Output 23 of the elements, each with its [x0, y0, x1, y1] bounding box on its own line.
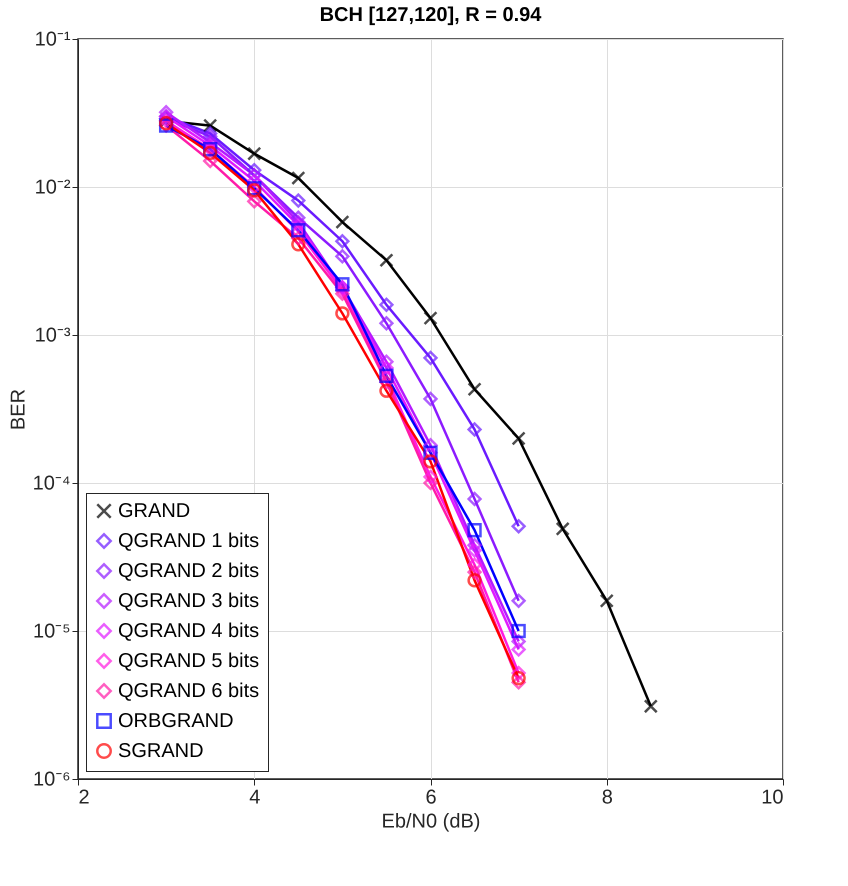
legend-label: ORBGRAND — [118, 710, 234, 732]
legend-label: QGRAND 4 bits — [118, 620, 260, 642]
x-tick-label: 4 — [249, 786, 260, 808]
legend-label: GRAND — [118, 500, 190, 522]
x-tick-label: 2 — [78, 786, 90, 808]
x-tick-label: 8 — [602, 786, 613, 808]
x-tick-label: 10 — [761, 786, 784, 808]
legend-label: QGRAND 5 bits — [118, 650, 260, 672]
y-tick-label: 10⁻⁶ — [33, 768, 70, 790]
y-tick-label: 10⁻⁴ — [32, 472, 70, 494]
chart-title: BCH [127,120], R = 0.94 — [320, 4, 542, 26]
legend-label: QGRAND 2 bits — [118, 560, 260, 582]
x-axis-title: Eb/N0 (dB) — [382, 810, 480, 832]
y-tick-label: 10⁻¹ — [34, 28, 71, 50]
x-tick-label: 6 — [425, 786, 437, 808]
y-tick-label: 10⁻⁵ — [32, 620, 70, 642]
legend-label: SGRAND — [118, 740, 204, 762]
legend-label: QGRAND 1 bits — [118, 530, 260, 552]
y-tick-label: 10⁻³ — [34, 324, 71, 346]
y-axis-title: BER — [8, 388, 30, 430]
legend-label: QGRAND 3 bits — [118, 590, 260, 612]
legend-label: QGRAND 6 bits — [118, 680, 260, 702]
y-tick-label: 10⁻² — [34, 176, 71, 198]
